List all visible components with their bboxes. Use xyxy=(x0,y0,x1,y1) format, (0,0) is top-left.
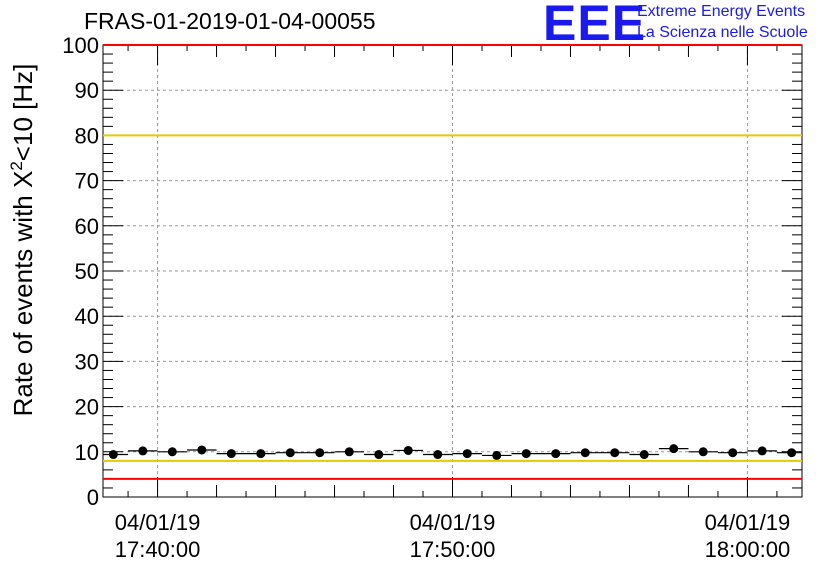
y-tick-label: 60 xyxy=(75,214,99,239)
data-point xyxy=(344,447,354,457)
data-point xyxy=(521,449,531,459)
y-tick-label: 100 xyxy=(62,33,99,58)
data-point xyxy=(403,445,413,455)
y-tick-label: 40 xyxy=(75,304,99,329)
x-tick-time-label: 17:40:00 xyxy=(115,537,201,562)
eee-logo: EEE xyxy=(543,0,647,51)
data-point xyxy=(728,448,738,458)
data-point xyxy=(256,449,266,459)
logo-line-1: Extreme Energy Events xyxy=(637,3,806,20)
data-point xyxy=(698,447,708,457)
data-point xyxy=(138,446,148,456)
x-tick-date-label: 04/01/19 xyxy=(410,510,496,535)
data-point xyxy=(374,450,384,460)
y-tick-label: 70 xyxy=(75,169,99,194)
data-point xyxy=(285,448,295,458)
x-tick-date-label: 04/01/19 xyxy=(705,510,791,535)
data-point xyxy=(492,450,502,460)
data-point xyxy=(108,450,118,460)
data-point xyxy=(433,450,443,460)
y-tick-label: 10 xyxy=(75,440,99,465)
data-point xyxy=(610,448,620,458)
y-axis-label: Rate of events with X2<10 [Hz] xyxy=(7,64,38,417)
data-point xyxy=(197,445,207,455)
y-tick-label: 30 xyxy=(75,349,99,374)
y-tick-label: 20 xyxy=(75,395,99,420)
data-point xyxy=(551,449,561,459)
data-point xyxy=(167,447,177,457)
logo-line-2: La Scienza nelle Scuole xyxy=(637,24,808,41)
x-tick-date-label: 04/01/19 xyxy=(115,510,201,535)
data-point xyxy=(462,449,472,459)
chart-title: FRAS-01-2019-01-04-00055 xyxy=(84,8,376,34)
y-tick-label: 0 xyxy=(87,485,99,510)
data-point xyxy=(226,449,236,459)
y-tick-label: 50 xyxy=(75,259,99,284)
data-point xyxy=(757,446,767,456)
y-tick-label: 80 xyxy=(75,123,99,148)
x-tick-time-label: 18:00:00 xyxy=(705,537,791,562)
data-point xyxy=(315,448,325,458)
x-tick-time-label: 17:50:00 xyxy=(410,537,496,562)
data-point xyxy=(580,448,590,458)
data-point xyxy=(639,450,649,460)
data-point xyxy=(787,448,797,458)
data-point xyxy=(669,444,679,454)
y-tick-label: 90 xyxy=(75,78,99,103)
